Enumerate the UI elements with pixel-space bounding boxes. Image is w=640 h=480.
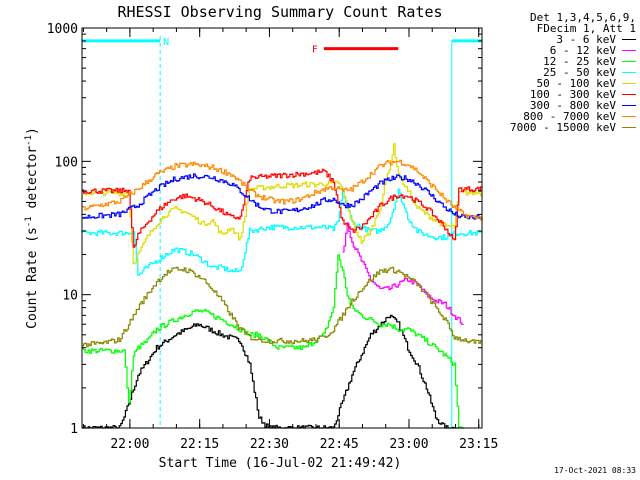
y-tick-label: 10 [62, 289, 78, 304]
legend-label: 25 - 50 keV [543, 66, 616, 79]
legend-entry: 6 - 12 keV [486, 45, 636, 56]
plot-area: NF [82, 36, 483, 429]
legend-swatch [622, 50, 636, 51]
legend-label: 300 - 800 keV [529, 99, 616, 112]
legend-label: 100 - 300 keV [529, 88, 616, 101]
legend-swatch [622, 83, 636, 84]
legend-entry: 7000 - 15000 keV [486, 122, 636, 133]
x-axis-label: Start Time (16-Jul-02 21:49:42) [159, 456, 402, 471]
legend-entry: 100 - 300 keV [486, 89, 636, 100]
night-label: N [163, 37, 169, 48]
x-tick-label: 22:45 [320, 437, 359, 452]
legend-swatch [622, 39, 636, 40]
x-tick-label: 22:30 [250, 437, 289, 452]
series-line [82, 254, 464, 429]
legend: Det 1,3,4,5,6,9, FDecim 1, Att 1 3 - 6 k… [486, 12, 636, 133]
legend-entry: 12 - 25 keV [486, 56, 636, 67]
y-tick-label: 1000 [47, 22, 78, 37]
legend-swatch [622, 61, 636, 62]
flare-label: F [312, 45, 318, 56]
legend-label: 7000 - 15000 keV [510, 121, 616, 134]
series-line [82, 266, 483, 348]
legend-swatch [622, 105, 636, 106]
legend-entry: 25 - 50 keV [486, 67, 636, 78]
legend-label: 6 - 12 keV [549, 44, 616, 57]
series-line [342, 222, 464, 325]
series-line [82, 168, 483, 248]
plot-frame [81, 27, 483, 429]
y-tick-label: 1 [70, 422, 78, 437]
legend-label: 800 - 7000 keV [523, 110, 616, 123]
axes: 1 10 100 1000 22:00 22:15 22:30 22:45 23:00 23:15 [47, 22, 499, 452]
legend-entry: 50 - 100 keV [486, 78, 636, 89]
x-tick-label: 23:00 [389, 437, 428, 452]
series-line [82, 143, 483, 265]
series-line [82, 314, 464, 429]
legend-swatch [622, 127, 636, 128]
x-tick-label: 23:15 [459, 437, 498, 452]
legend-swatch [622, 94, 636, 95]
legend-swatch [622, 116, 636, 117]
chart-title: RHESSI Observing Summary Count Rates [117, 3, 442, 21]
x-tick-label: 22:15 [180, 437, 219, 452]
series-line [82, 159, 483, 221]
legend-label: 50 - 100 keV [536, 77, 616, 90]
legend-entry: 800 - 7000 keV [486, 111, 636, 122]
series-line [82, 188, 483, 276]
legend-entry: 3 - 6 keV [486, 34, 636, 45]
legend-header-line: FDecim 1, Att 1 [536, 22, 636, 35]
legend-label: 3 - 6 keV [556, 33, 616, 46]
y-tick-label: 100 [55, 155, 78, 170]
timestamp: 17-Oct-2021 08:33 [554, 466, 636, 475]
legend-label: 12 - 25 keV [543, 55, 616, 68]
series-line [82, 173, 483, 220]
legend-entry: 300 - 800 keV [486, 100, 636, 111]
legend-swatch [622, 72, 636, 73]
x-tick-label: 22:00 [110, 437, 149, 452]
legend-header-line: Det 1,3,4,5,6,9, [530, 11, 636, 24]
y-axis-label: Count Rate (s-1 detector-1) [24, 127, 40, 329]
